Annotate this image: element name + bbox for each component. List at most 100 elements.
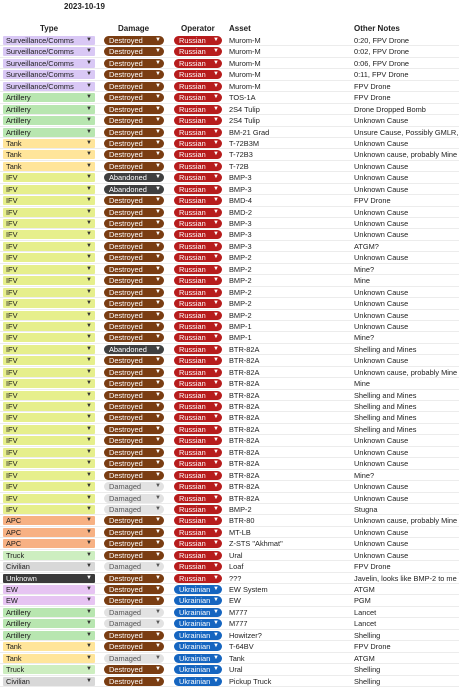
operator-select[interactable]: Russian ▼ <box>174 299 222 309</box>
operator-select[interactable]: Russian ▼ <box>174 287 222 297</box>
notes-cell[interactable]: Unknown Cause <box>354 116 409 126</box>
notes-cell[interactable]: Unknown Cause <box>354 539 409 549</box>
type-select[interactable]: IFV ▼ <box>3 367 95 377</box>
type-select[interactable]: Surveillance/Comms ▼ <box>3 70 95 80</box>
notes-cell[interactable]: Shelling and Mines <box>354 390 417 400</box>
asset-cell[interactable]: BMP-3 <box>229 241 252 251</box>
asset-cell[interactable]: BM-21 Grad <box>229 127 270 137</box>
damage-select[interactable]: Destroyed ▼ <box>104 424 164 434</box>
damage-select[interactable]: Destroyed ▼ <box>104 276 164 286</box>
asset-cell[interactable]: M777 <box>229 607 248 617</box>
operator-select[interactable]: Russian ▼ <box>174 539 222 549</box>
operator-select[interactable]: Russian ▼ <box>174 230 222 240</box>
asset-cell[interactable]: BTR-82A <box>229 367 260 377</box>
notes-cell[interactable]: Shelling <box>354 665 381 675</box>
type-select[interactable]: EW ▼ <box>3 596 95 606</box>
asset-cell[interactable]: MT-LB <box>229 527 251 537</box>
type-select[interactable]: Tank ▼ <box>3 642 95 652</box>
operator-select[interactable]: Ukrainian ▼ <box>174 665 222 675</box>
asset-cell[interactable]: ??? <box>229 573 242 583</box>
operator-select[interactable]: Ukrainian ▼ <box>174 596 222 606</box>
operator-select[interactable]: Russian ▼ <box>174 379 222 389</box>
notes-cell[interactable]: Unknown Cause <box>354 310 409 320</box>
type-select[interactable]: Artillery ▼ <box>3 607 95 617</box>
asset-cell[interactable]: BTR-82A <box>229 402 260 411</box>
operator-select[interactable]: Russian ▼ <box>174 333 222 343</box>
type-select[interactable]: Civilian ▼ <box>3 676 95 686</box>
damage-select[interactable]: Damaged ▼ <box>104 653 164 663</box>
notes-cell[interactable]: 0:02, FPV Drone <box>354 47 410 57</box>
type-select[interactable]: IFV ▼ <box>3 207 95 217</box>
notes-cell[interactable]: Shelling and Mines <box>354 424 417 434</box>
damage-select[interactable]: Destroyed ▼ <box>104 470 164 480</box>
notes-cell[interactable]: Unknown Cause <box>354 219 409 228</box>
asset-cell[interactable]: BTR-82A <box>229 413 260 423</box>
notes-cell[interactable]: FPV Drone <box>354 81 391 91</box>
damage-select[interactable]: Destroyed ▼ <box>104 310 164 320</box>
notes-cell[interactable]: FPV Drone <box>354 93 391 103</box>
asset-cell[interactable]: Murom-M <box>229 81 261 91</box>
operator-select[interactable]: Russian ▼ <box>174 58 222 68</box>
operator-select[interactable]: Russian ▼ <box>174 138 222 148</box>
damage-select[interactable]: Destroyed ▼ <box>104 585 164 594</box>
type-select[interactable]: IFV ▼ <box>3 333 95 343</box>
asset-cell[interactable]: BTR-82A <box>229 447 260 457</box>
notes-cell[interactable]: ATGM? <box>354 241 379 251</box>
damage-select[interactable]: Destroyed ▼ <box>104 104 164 114</box>
asset-cell[interactable]: BMP-3 <box>229 219 252 228</box>
damage-select[interactable]: Destroyed ▼ <box>104 127 164 137</box>
asset-cell[interactable]: BMP-1 <box>229 333 252 343</box>
damage-select[interactable]: Destroyed ▼ <box>104 356 164 366</box>
damage-select[interactable]: Destroyed ▼ <box>104 207 164 217</box>
damage-select[interactable]: Destroyed ▼ <box>104 241 164 251</box>
operator-select[interactable]: Russian ▼ <box>174 70 222 80</box>
damage-select[interactable]: Abandoned ▼ <box>104 184 164 194</box>
asset-cell[interactable]: BTR-82A <box>229 436 260 446</box>
type-select[interactable]: IFV ▼ <box>3 241 95 251</box>
notes-cell[interactable]: Shelling <box>354 630 381 640</box>
notes-cell[interactable]: Mine <box>354 379 371 389</box>
type-select[interactable]: IFV ▼ <box>3 390 95 400</box>
operator-select[interactable]: Russian ▼ <box>174 36 222 45</box>
asset-cell[interactable]: BMP-2 <box>229 253 252 263</box>
type-select[interactable]: Artillery ▼ <box>3 127 95 137</box>
operator-select[interactable]: Russian ▼ <box>174 482 222 492</box>
notes-cell[interactable]: FPV Drone <box>354 196 391 206</box>
notes-cell[interactable]: FPV Drone <box>354 562 391 572</box>
type-select[interactable]: IFV ▼ <box>3 264 95 274</box>
type-select[interactable]: Surveillance/Comms ▼ <box>3 58 95 68</box>
type-select[interactable]: Artillery ▼ <box>3 630 95 640</box>
asset-cell[interactable]: BTR-82A <box>229 482 260 492</box>
damage-select[interactable]: Destroyed ▼ <box>104 70 164 80</box>
type-select[interactable]: IFV ▼ <box>3 321 95 331</box>
asset-cell[interactable]: Murom-M <box>229 58 261 68</box>
asset-cell[interactable]: BMP-1 <box>229 321 252 331</box>
notes-cell[interactable]: Shelling and Mines <box>354 413 417 423</box>
damage-select[interactable]: Destroyed ▼ <box>104 676 164 686</box>
operator-select[interactable]: Ukrainian ▼ <box>174 676 222 686</box>
operator-select[interactable]: Ukrainian ▼ <box>174 619 222 629</box>
type-select[interactable]: IFV ▼ <box>3 310 95 320</box>
damage-select[interactable]: Destroyed ▼ <box>104 459 164 469</box>
asset-cell[interactable]: BTR-82A <box>229 390 260 400</box>
asset-cell[interactable]: T-72B3M <box>229 138 259 148</box>
notes-cell[interactable]: Unknown Cause <box>354 299 409 309</box>
asset-cell[interactable]: BTR-82A <box>229 493 260 503</box>
notes-cell[interactable]: ATGM <box>354 585 375 594</box>
operator-select[interactable]: Russian ▼ <box>174 241 222 251</box>
notes-cell[interactable]: 0:11, FPV Drone <box>354 70 409 80</box>
type-select[interactable]: IFV ▼ <box>3 230 95 240</box>
notes-cell[interactable]: Mine? <box>354 264 375 274</box>
type-select[interactable]: Tank ▼ <box>3 653 95 663</box>
damage-select[interactable]: Destroyed ▼ <box>104 81 164 91</box>
asset-cell[interactable]: BMP-2 <box>229 287 252 297</box>
notes-cell[interactable]: Unknown Cause <box>354 207 409 217</box>
operator-select[interactable]: Russian ▼ <box>174 344 222 354</box>
damage-select[interactable]: Damaged ▼ <box>104 607 164 617</box>
notes-cell[interactable]: ATGM <box>354 653 375 663</box>
operator-select[interactable]: Russian ▼ <box>174 527 222 537</box>
operator-select[interactable]: Russian ▼ <box>174 367 222 377</box>
notes-cell[interactable]: Drone Dropped Bomb <box>354 104 426 114</box>
type-select[interactable]: IFV ▼ <box>3 459 95 469</box>
operator-select[interactable]: Russian ▼ <box>174 356 222 366</box>
